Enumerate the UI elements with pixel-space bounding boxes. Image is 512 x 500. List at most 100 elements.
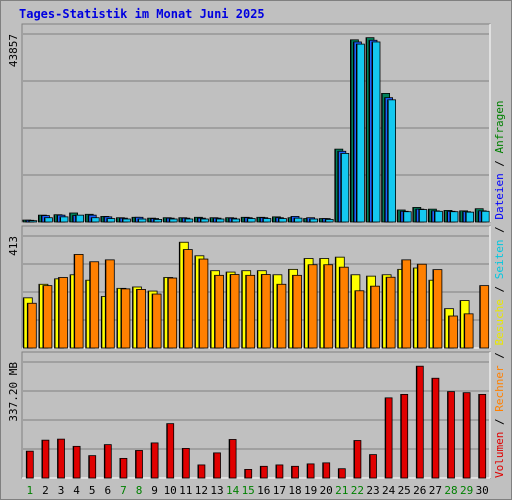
legend-separator: / — [493, 279, 506, 299]
hits-bar-seiten-6 — [106, 218, 116, 223]
x-tick-label: 5 — [89, 484, 96, 497]
x-tick-label: 12 — [195, 484, 208, 497]
hits-bar-seiten-26 — [418, 209, 428, 223]
x-tick-label: 23 — [366, 484, 379, 497]
legend-separator: / — [493, 153, 506, 173]
legend: Volumen / Rechner / Besuche / Seiten / D… — [493, 100, 506, 478]
hits-bar-seiten-29 — [465, 211, 475, 223]
hits-bar-seiten-4 — [75, 214, 84, 223]
volume-bar-volumen-17 — [275, 464, 284, 479]
x-tick-label: 7 — [120, 484, 127, 497]
visits-bar-rechner-9 — [151, 293, 162, 349]
x-tick-label: 13 — [210, 484, 223, 497]
hits-bar-seiten-14 — [231, 218, 241, 223]
volume-bar-volumen-23 — [369, 454, 377, 479]
volume-bar-volumen-16 — [259, 465, 268, 479]
x-tick-label: 30 — [476, 484, 489, 497]
hits-bar-seiten-21 — [340, 153, 350, 223]
legend-item-rechner: Rechner — [493, 365, 506, 412]
hits-bar-seiten-8 — [137, 218, 147, 223]
visits-bar-rechner-22 — [354, 290, 365, 349]
volume-panel: 337.20 MB — [7, 351, 491, 479]
visits-bar-rechner-20 — [323, 264, 334, 349]
legend-item-besuche: Besuche — [493, 299, 506, 345]
volume-bar-volumen-14 — [228, 439, 237, 479]
hits-bar-seiten-11 — [184, 218, 194, 223]
visits-bar-rechner-4 — [73, 254, 84, 349]
volume-bar-volumen-20 — [322, 462, 331, 479]
visits-bar-rechner-21 — [338, 266, 349, 349]
x-tick-label: 26 — [413, 484, 426, 497]
x-tick-label: 15 — [242, 484, 255, 497]
visits-bar-rechner-29 — [463, 313, 474, 349]
legend-separator: / — [493, 412, 506, 432]
visits-bar-rechner-6 — [104, 259, 115, 349]
volume-ymax-label: 337.20 MB — [7, 362, 20, 422]
hits-bar-seiten-27 — [433, 210, 443, 223]
volume-bar-volumen-21 — [337, 468, 346, 479]
visits-bar-rechner-26 — [416, 263, 427, 349]
hits-bar-seiten-24 — [387, 99, 397, 223]
volume-bar-volumen-4 — [72, 445, 81, 479]
volume-bar-volumen-22 — [353, 440, 362, 479]
visits-bar-rechner-10 — [167, 277, 178, 349]
visits-bar-rechner-14 — [229, 274, 240, 349]
page-title: Tages-Statistik im Monat Juni 2025 — [19, 7, 265, 21]
volume-bar-volumen-25 — [400, 394, 409, 479]
legend-separator: / — [493, 220, 506, 240]
visits-bar-rechner-13 — [214, 274, 224, 349]
hits-bar-seiten-18 — [293, 217, 303, 223]
volume-bar-volumen-9 — [150, 442, 159, 479]
volume-bar-volumen-29 — [462, 392, 471, 479]
volume-bar-volumen-30 — [478, 394, 487, 479]
visits-bar-rechner-27 — [432, 269, 443, 349]
x-tick-label: 27 — [429, 484, 442, 497]
x-tick-label: 19 — [304, 484, 317, 497]
x-tick-label: 25 — [398, 484, 411, 497]
x-tick-label: 29 — [460, 484, 473, 497]
volume-bar-volumen-3 — [57, 438, 65, 479]
visits-bar-rechner-23 — [370, 285, 380, 349]
visits-bar-rechner-1 — [26, 302, 37, 349]
visits-bar-rechner-16 — [260, 274, 271, 349]
volume-bar-volumen-24 — [384, 397, 393, 479]
hits-bar-seiten-5 — [90, 217, 100, 223]
x-tick-label: 6 — [104, 484, 111, 497]
x-tick-label: 28 — [444, 484, 457, 497]
x-tick-label: 10 — [164, 484, 177, 497]
visits-panel: 413 — [7, 225, 491, 349]
legend-separator: / — [493, 346, 506, 366]
visits-bar-rechner-12 — [198, 258, 209, 349]
x-tick-label: 20 — [320, 484, 333, 497]
x-tick-label: 9 — [151, 484, 158, 497]
visits-bar-rechner-3 — [58, 277, 68, 349]
hits-bar-seiten-15 — [246, 218, 256, 223]
visits-bar-rechner-30 — [479, 285, 490, 349]
volume-bar-volumen-27 — [431, 377, 440, 479]
x-tick-label: 22 — [351, 484, 364, 497]
hits-bar-seiten-13 — [215, 218, 225, 223]
hits-bar-seiten-20 — [324, 219, 334, 223]
visits-plot-area — [21, 225, 491, 349]
x-tick-label: 8 — [136, 484, 143, 497]
visits-bar-rechner-17 — [276, 283, 287, 349]
hits-bar-seiten-17 — [277, 218, 287, 223]
hits-panel: 43857 — [7, 23, 491, 223]
visits-bar-rechner-28 — [448, 315, 458, 349]
hits-bar-seiten-25 — [402, 211, 412, 223]
x-tick-label: 3 — [58, 484, 65, 497]
volume-bar-volumen-8 — [135, 450, 143, 479]
volume-bar-volumen-19 — [306, 463, 315, 479]
hits-bar-seiten-2 — [44, 217, 53, 223]
volume-bar-volumen-15 — [244, 468, 253, 479]
hits-bar-seiten-12 — [199, 218, 209, 223]
hits-ymax-label: 43857 — [7, 34, 20, 67]
hits-bar-seiten-3 — [59, 216, 69, 223]
visits-bar-rechner-5 — [89, 261, 100, 349]
volume-bar-volumen-12 — [197, 464, 206, 479]
hits-bar-seiten-7 — [122, 218, 131, 223]
hits-bar-seiten-19 — [309, 218, 319, 223]
x-tick-label: 2 — [42, 484, 49, 497]
legend-item-seiten: Seiten — [493, 240, 506, 280]
visits-bar-rechner-19 — [307, 264, 318, 349]
